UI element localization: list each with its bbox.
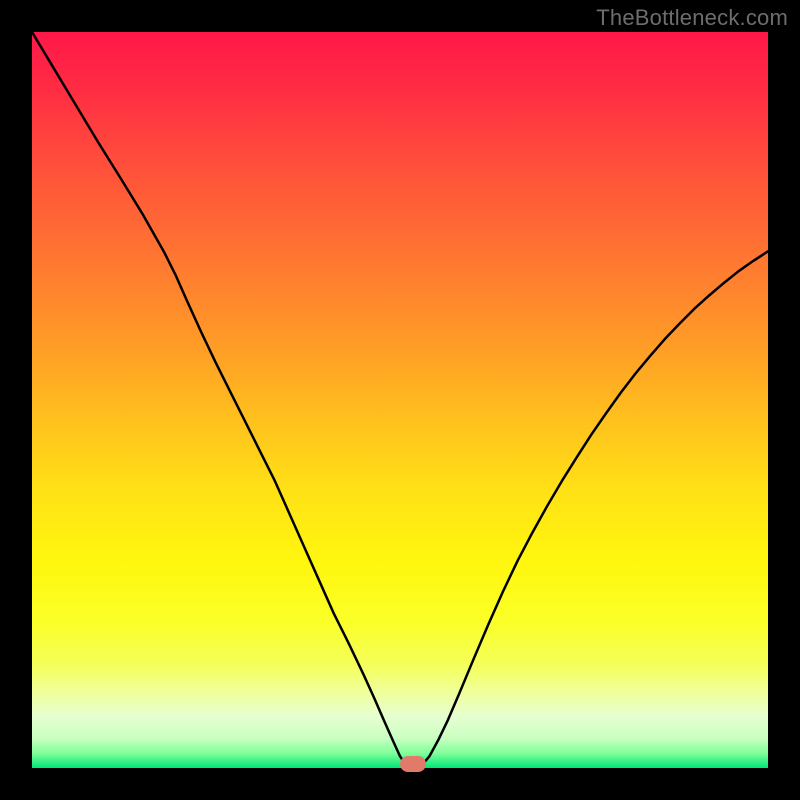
plot-area [32,32,768,768]
watermark-text: TheBottleneck.com [596,5,788,31]
bottleneck-curve-layer [32,32,768,768]
chart-container: { "watermark": "TheBottleneck.com", "plo… [0,0,800,800]
minimum-marker [400,756,426,772]
bottleneck-curve [32,32,768,768]
